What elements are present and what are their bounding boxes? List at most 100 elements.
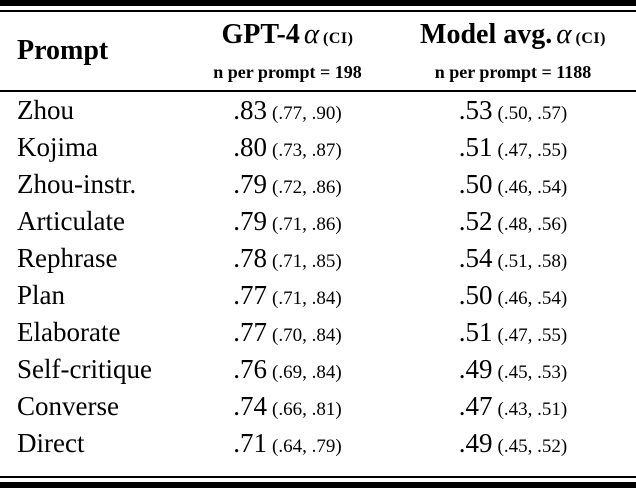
table-row: Zhou .83 (.77, .90) .53 (.50, .57) (0, 91, 636, 129)
model-avg-alpha-cell: .50 (.46, .54) (390, 166, 636, 203)
confidence-interval: (.71, .85) (272, 251, 342, 272)
model-avg-n-per-prompt-note: n per prompt = 1188 (434, 62, 592, 82)
gpt4-alpha-cell: .74 (.66, .81) (185, 388, 390, 425)
confidence-interval: (.64, .79) (272, 436, 342, 457)
model-avg-alpha-cell: .50 (.46, .54) (390, 277, 636, 314)
alpha-value: .76 (233, 354, 268, 384)
confidence-interval: (.51, .58) (497, 251, 568, 272)
gpt4-column-header: GPT-4 α (CI) n per prompt = 198 (185, 12, 390, 92)
confidence-interval: (.73, .87) (272, 140, 342, 161)
confidence-interval: (.77, .90) (272, 103, 342, 124)
model-avg-header-title: Model avg. α (CI) (390, 19, 636, 54)
alpha-value: .47 (458, 391, 493, 421)
confidence-interval: (.45, .52) (497, 436, 568, 457)
gpt4-n-per-prompt-note: n per prompt = 198 (213, 62, 362, 82)
confidence-interval: (.47, .55) (497, 140, 568, 161)
alpha-value: .49 (458, 354, 493, 384)
alpha-value: .79 (233, 206, 268, 236)
gpt4-alpha-cell: .78 (.71, .85) (185, 240, 390, 277)
alpha-value: .80 (233, 132, 268, 162)
table-header: Prompt GPT-4 α (CI) n per prompt = 198 Mod… (0, 12, 636, 92)
table-row: Converse .74 (.66, .81) .47 (.43, .51) (0, 388, 636, 425)
prompt-cell: Converse (17, 391, 119, 421)
table-row: Zhou-instr. .79 (.72, .86) .50 (.46, .54) (0, 166, 636, 203)
results-table: Prompt GPT-4 α (CI) n per prompt = 198 Mod… (0, 12, 636, 462)
prompt-cell: Rephrase (17, 243, 118, 273)
prompt-cell: Kojima (17, 132, 98, 162)
ci-label: (CI) (323, 30, 354, 47)
model-avg-alpha-cell: .53 (.50, .57) (390, 91, 636, 129)
gpt4-alpha-cell: .83 (.77, .90) (185, 91, 390, 129)
alpha-value: .74 (233, 391, 268, 421)
gpt4-alpha-cell: .77 (.70, .84) (185, 314, 390, 351)
gpt4-alpha-cell: .79 (.72, .86) (185, 166, 390, 203)
alpha-value: .79 (233, 169, 268, 199)
prompt-cell: Plan (17, 280, 66, 310)
header-row: Prompt GPT-4 α (CI) n per prompt = 198 Mod… (0, 12, 636, 92)
table-body: Zhou .83 (.77, .90) .53 (.50, .57) Kojima … (0, 91, 636, 462)
table-row: Elaborate .77 (.70, .84) .51 (.47, .55) (0, 314, 636, 351)
model-avg-alpha-cell: .49 (.45, .52) (390, 425, 636, 462)
confidence-interval: (.43, .51) (497, 399, 568, 420)
alpha-value: .50 (458, 169, 493, 199)
bottom-rule-thick (0, 482, 636, 488)
prompt-cell: Zhou (17, 95, 74, 125)
prompt-cell: Elaborate (17, 317, 121, 347)
alpha-value: .50 (458, 280, 493, 310)
bottom-rule-thin (0, 476, 636, 478)
confidence-interval: (.45, .53) (497, 362, 568, 383)
model-avg-alpha-cell: .52 (.48, .56) (390, 203, 636, 240)
alpha-value: .78 (233, 243, 268, 273)
model-avg-alpha-cell: .47 (.43, .51) (390, 388, 636, 425)
alpha-value: .83 (233, 95, 268, 125)
model-avg-alpha-cell: .51 (.47, .55) (390, 129, 636, 166)
gpt4-alpha-cell: .77 (.71, .84) (185, 277, 390, 314)
confidence-interval: (.70, .84) (272, 325, 342, 346)
gpt4-alpha-cell: .79 (.71, .86) (185, 203, 390, 240)
confidence-interval: (.46, .54) (497, 177, 568, 198)
prompt-cell: Direct (17, 428, 85, 458)
model-avg-alpha-cell: .49 (.45, .53) (390, 351, 636, 388)
alpha-value: .54 (458, 243, 493, 273)
gpt4-alpha-cell: .80 (.73, .87) (185, 129, 390, 166)
alpha-value: .51 (458, 317, 493, 347)
table-row: Articulate .79 (.71, .86) .52 (.48, .56) (0, 203, 636, 240)
gpt4-header-title: GPT-4 α (CI) (185, 19, 390, 54)
prompt-cell: Self-critique (17, 354, 152, 384)
gpt4-alpha-cell: .71 (.64, .79) (185, 425, 390, 462)
model-avg-name: Model avg. (420, 19, 553, 50)
alpha-value: .51 (458, 132, 493, 162)
prompt-cell: Articulate (17, 206, 125, 236)
confidence-interval: (.47, .55) (497, 325, 568, 346)
alpha-value: .53 (458, 95, 493, 125)
top-rule-thick (0, 0, 636, 6)
confidence-interval: (.72, .86) (272, 177, 342, 198)
model-avg-alpha-cell: .51 (.47, .55) (390, 314, 636, 351)
confidence-interval: (.71, .86) (272, 214, 342, 235)
alpha-symbol: α (303, 18, 320, 50)
model-avg-alpha-cell: .54 (.51, .58) (390, 240, 636, 277)
prompt-column-header: Prompt (0, 12, 185, 92)
alpha-value: .52 (458, 206, 493, 236)
table-row: Kojima .80 (.73, .87) .51 (.47, .55) (0, 129, 636, 166)
table-row: Self-critique .76 (.69, .84) .49 (.45, .53… (0, 351, 636, 388)
alpha-symbol: α (556, 18, 572, 50)
confidence-interval: (.71, .84) (272, 288, 342, 309)
alpha-value: .49 (458, 428, 493, 458)
confidence-interval: (.50, .57) (497, 103, 568, 124)
bottom-rules (0, 476, 636, 488)
confidence-interval: (.48, .56) (497, 214, 568, 235)
confidence-interval: (.46, .54) (497, 288, 568, 309)
gpt4-alpha-cell: .76 (.69, .84) (185, 351, 390, 388)
prompt-cell: Zhou-instr. (17, 169, 137, 199)
table-row: Plan .77 (.71, .84) .50 (.46, .54) (0, 277, 636, 314)
alpha-value: .77 (233, 317, 268, 347)
confidence-interval: (.66, .81) (272, 399, 342, 420)
ci-label: (CI) (575, 30, 606, 47)
alpha-value: .77 (233, 280, 268, 310)
alpha-value: .71 (233, 428, 268, 458)
table-row: Rephrase .78 (.71, .85) .54 (.51, .58) (0, 240, 636, 277)
model-avg-column-header: Model avg. α (CI) n per prompt = 1188 (390, 12, 636, 92)
confidence-interval: (.69, .84) (272, 362, 342, 383)
